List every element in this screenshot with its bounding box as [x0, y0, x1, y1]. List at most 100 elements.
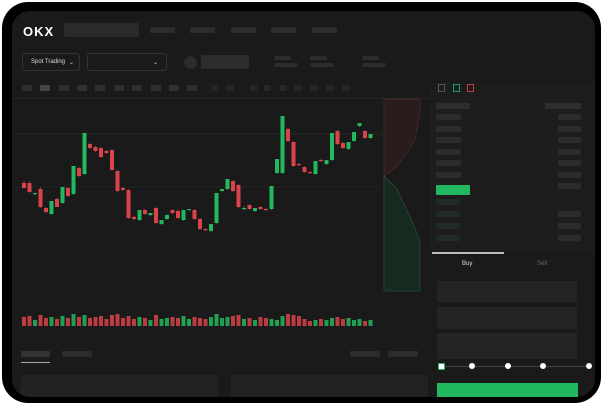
drawing-tool-icon[interactable] — [280, 85, 287, 91]
timeframe-button[interactable] — [151, 85, 161, 91]
nav-item[interactable] — [190, 27, 215, 33]
slider-stop[interactable] — [505, 363, 511, 369]
nav-item[interactable] — [271, 27, 296, 33]
candle-body — [154, 208, 158, 223]
volume-bar — [104, 319, 109, 326]
drawing-tool-icon[interactable] — [250, 85, 257, 91]
timeframe-button[interactable] — [40, 85, 50, 91]
ask-amount — [558, 160, 581, 166]
volume-bar — [110, 315, 114, 326]
drawing-tool-icon[interactable] — [227, 85, 234, 91]
volume-bar — [214, 314, 219, 326]
volume-bar — [121, 318, 125, 326]
nav-item[interactable] — [231, 27, 256, 33]
volume-bar — [225, 317, 230, 326]
candlestick-chart[interactable] — [12, 11, 595, 341]
volume-bar — [159, 319, 164, 326]
slider-stop[interactable] — [586, 363, 592, 369]
candle-body — [27, 183, 32, 192]
candle-body — [363, 131, 367, 138]
bid-amount — [558, 223, 581, 229]
bid-price — [436, 211, 460, 217]
market-type-select[interactable]: Spot Trading ⌄ — [22, 53, 80, 71]
candle-body — [71, 166, 76, 194]
volume-bar — [137, 317, 142, 326]
volume-bar — [22, 317, 26, 326]
candle-body — [192, 210, 197, 219]
candle-body — [33, 193, 37, 195]
stat-value — [362, 63, 386, 67]
volume-bar — [38, 315, 43, 326]
nav-item[interactable] — [312, 27, 337, 33]
total-input[interactable] — [437, 333, 577, 359]
candle-body — [291, 142, 296, 166]
volume-bar — [280, 316, 285, 326]
search-input[interactable] — [64, 23, 139, 37]
slider-stop[interactable] — [469, 363, 475, 369]
candle-body — [126, 190, 131, 218]
orderbook-bids-icon[interactable] — [453, 84, 460, 92]
amount-input[interactable] — [437, 307, 577, 329]
bid-amount — [558, 235, 581, 241]
timeframe-button[interactable] — [22, 85, 32, 91]
volume-bar — [291, 315, 296, 326]
volume-bar — [324, 320, 329, 326]
ask-price — [436, 172, 461, 178]
candle-body — [198, 219, 202, 229]
timeframe-button[interactable] — [169, 85, 179, 91]
price-input[interactable] — [437, 281, 577, 302]
timeframe-button[interactable] — [132, 85, 142, 91]
timeframe-button[interactable] — [187, 85, 197, 91]
filter-button[interactable] — [350, 351, 380, 357]
volume-bar — [231, 316, 235, 326]
timeframe-button[interactable] — [114, 85, 124, 91]
candle-body — [38, 189, 43, 207]
candle-body — [302, 167, 307, 172]
orderbook-asks-icon[interactable] — [467, 84, 474, 92]
drawing-tool-icon[interactable] — [212, 85, 219, 91]
nav-item[interactable] — [150, 27, 175, 33]
timeframe-button[interactable] — [77, 85, 87, 91]
ask-price — [436, 126, 461, 132]
candle-body — [148, 213, 153, 215]
candle-body — [209, 224, 213, 231]
drawing-tool-icon[interactable] — [294, 85, 301, 91]
timeframe-button[interactable] — [95, 85, 105, 91]
bid-price — [436, 235, 460, 241]
drawing-tool-icon[interactable] — [264, 85, 271, 91]
price-display — [201, 55, 249, 69]
ask-price — [436, 137, 461, 143]
candle-body — [275, 159, 279, 173]
drawing-tool-icon[interactable] — [342, 85, 349, 91]
orderbook-both-icon[interactable] — [438, 84, 445, 92]
app-screen: OKX Spot Trading ⌄ ⌄ Buy Sell — [12, 11, 595, 397]
candle-body — [352, 132, 356, 141]
leverage-slider-handle[interactable] — [438, 363, 445, 370]
tab-open-orders[interactable] — [21, 351, 50, 357]
tab-buy[interactable]: Buy — [462, 261, 473, 267]
ask-amount — [558, 149, 581, 155]
pair-select[interactable]: ⌄ — [87, 53, 167, 71]
candle-body — [104, 151, 109, 153]
buy-button[interactable] — [437, 383, 578, 397]
ask-amount — [558, 137, 581, 143]
volume-bar — [170, 317, 175, 326]
stat-value — [274, 63, 298, 67]
volume-bar — [49, 317, 54, 326]
volume-bar — [198, 318, 202, 326]
tab-history[interactable] — [62, 351, 92, 357]
drawing-tool-icon[interactable] — [310, 85, 317, 91]
volume-bar — [341, 319, 345, 326]
tab-sell[interactable]: Sell — [537, 261, 548, 267]
candle-body — [324, 160, 329, 164]
slider-stop[interactable] — [540, 363, 546, 369]
ask-amount — [558, 183, 581, 189]
candle-body — [225, 179, 230, 189]
market-type-label: Spot Trading — [31, 59, 66, 65]
volume-bar — [93, 317, 98, 326]
filter-button[interactable] — [388, 351, 418, 357]
leverage-slider-track[interactable] — [440, 366, 590, 367]
candle-body — [231, 181, 235, 191]
timeframe-button[interactable] — [59, 85, 69, 91]
drawing-tool-icon[interactable] — [326, 85, 333, 91]
